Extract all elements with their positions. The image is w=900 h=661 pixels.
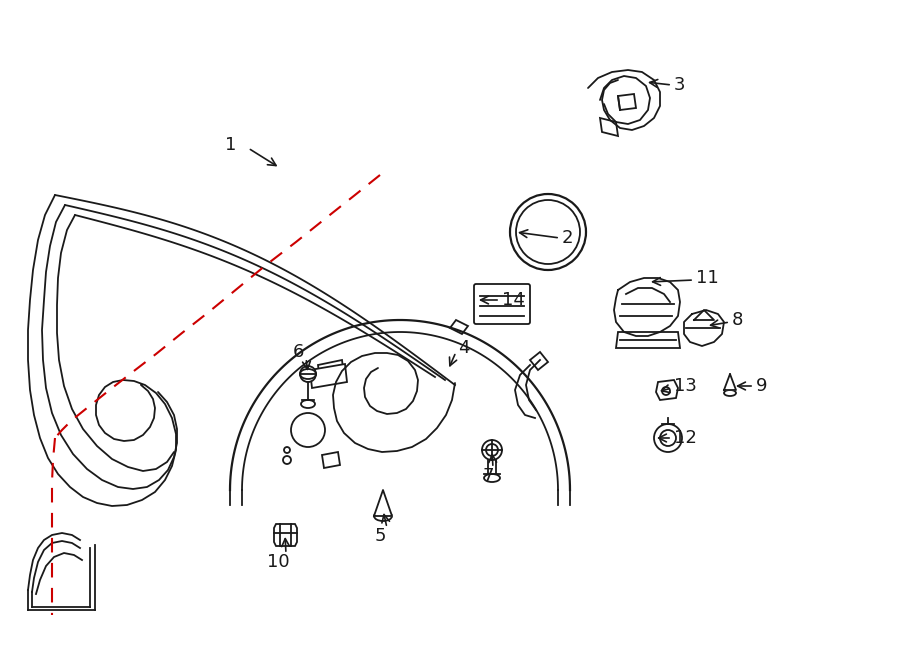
Polygon shape — [724, 374, 736, 390]
Text: 8: 8 — [732, 311, 743, 329]
Text: 6: 6 — [292, 343, 303, 361]
Ellipse shape — [724, 390, 736, 396]
Polygon shape — [322, 452, 340, 468]
FancyBboxPatch shape — [474, 284, 530, 324]
Text: 5: 5 — [374, 527, 386, 545]
Polygon shape — [616, 332, 680, 348]
Circle shape — [283, 456, 291, 464]
Text: 12: 12 — [674, 429, 697, 447]
Circle shape — [486, 444, 498, 456]
Ellipse shape — [484, 474, 500, 482]
Text: 9: 9 — [756, 377, 768, 395]
Text: 11: 11 — [696, 269, 719, 287]
Polygon shape — [374, 490, 392, 516]
Polygon shape — [600, 118, 618, 136]
Text: 2: 2 — [562, 229, 573, 247]
Polygon shape — [450, 320, 468, 334]
Polygon shape — [310, 364, 347, 388]
Polygon shape — [618, 94, 636, 110]
Text: 4: 4 — [458, 339, 470, 357]
Polygon shape — [490, 300, 508, 318]
Circle shape — [654, 424, 682, 452]
Polygon shape — [274, 524, 297, 546]
Circle shape — [662, 387, 670, 395]
Ellipse shape — [374, 511, 392, 521]
Circle shape — [300, 366, 316, 382]
Polygon shape — [656, 380, 678, 400]
Circle shape — [510, 194, 586, 270]
Ellipse shape — [300, 369, 316, 379]
Text: 14: 14 — [502, 291, 525, 309]
Circle shape — [516, 200, 580, 264]
Circle shape — [482, 440, 502, 460]
Polygon shape — [530, 352, 548, 370]
Text: 13: 13 — [674, 377, 697, 395]
Circle shape — [284, 447, 290, 453]
Text: 7: 7 — [482, 467, 494, 485]
Circle shape — [291, 413, 325, 447]
Text: 10: 10 — [266, 553, 289, 571]
Text: 1: 1 — [225, 136, 236, 154]
Polygon shape — [318, 360, 344, 381]
Ellipse shape — [301, 400, 315, 408]
Text: 3: 3 — [674, 76, 686, 94]
Circle shape — [660, 430, 676, 446]
